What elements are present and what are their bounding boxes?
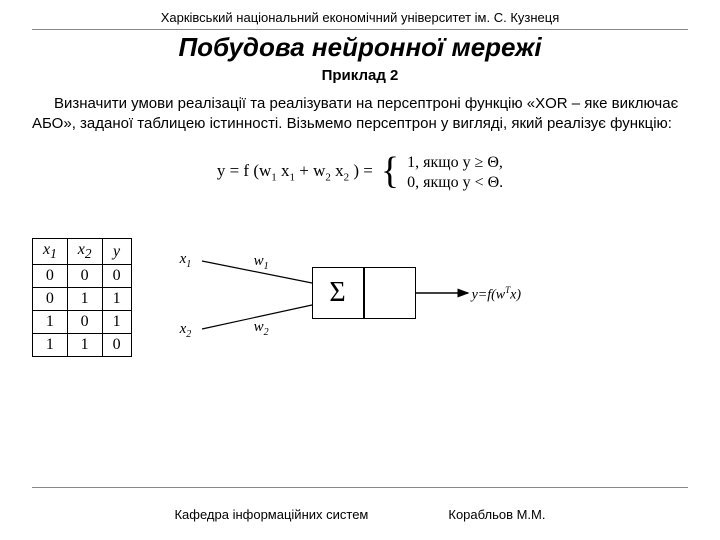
- top-divider: [32, 29, 688, 30]
- content-row: x1 x2 y 0 0 0 0 1 1 1 0: [0, 233, 720, 363]
- body-paragraph: Визначити умови реалізації та реалізуват…: [32, 94, 688, 135]
- label-x1: x1: [180, 251, 192, 270]
- footer-dept: Кафедра інформаційних систем: [174, 507, 368, 522]
- table-row: 1 0 1: [33, 311, 132, 334]
- label-w2: w2: [254, 319, 269, 338]
- truth-table: x1 x2 y 0 0 0 0 1 1 1 0: [32, 238, 132, 357]
- page-title: Побудова нейронної мережі: [0, 32, 720, 63]
- slide: Харківський національний економічний уні…: [0, 0, 720, 540]
- brace-icon: {: [381, 152, 399, 190]
- perceptron-diagram: x1 x2 w1 w2 Σ y=f(wTx): [172, 233, 552, 363]
- body-text: Визначити умови реалізації та реалізуват…: [32, 95, 678, 132]
- table-header-row: x1 x2 y: [33, 238, 132, 264]
- formula: y = f (w1 x1 + w2 x2 ) = { 1, якщо y ≥ Θ…: [217, 153, 503, 193]
- page-subtitle: Приклад 2: [0, 67, 720, 84]
- formula-block: y = f (w1 x1 + w2 x2 ) = { 1, якщо y ≥ Θ…: [0, 153, 720, 193]
- output-label: y=f(wTx): [472, 285, 521, 304]
- footer: Кафедра інформаційних систем Корабльов М…: [0, 507, 720, 522]
- sigma-icon: Σ: [329, 277, 345, 309]
- table-row: 0 0 0: [33, 265, 132, 288]
- footer-author: Корабльов М.М.: [448, 507, 545, 522]
- col-x1: x1: [33, 238, 68, 264]
- case-1: 1, якщо y ≥ Θ,: [407, 153, 503, 173]
- formula-lhs: y = f (w1 x1 + w2 x2 ) =: [217, 161, 373, 183]
- table-row: 0 1 1: [33, 288, 132, 311]
- sum-node: Σ: [312, 267, 364, 319]
- truth-table-body: 0 0 0 0 1 1 1 0 1 1 1 0: [33, 265, 132, 357]
- affiliation: Харківський національний економічний уні…: [0, 0, 720, 25]
- col-y: y: [102, 238, 131, 264]
- formula-cases: 1, якщо y ≥ Θ, 0, якщо y < Θ.: [407, 153, 503, 193]
- col-x2: x2: [67, 238, 102, 264]
- bottom-divider: [32, 487, 688, 488]
- table-row: 1 1 0: [33, 334, 132, 357]
- case-2: 0, якщо y < Θ.: [407, 173, 503, 193]
- label-w1: w1: [254, 253, 269, 272]
- label-x2: x2: [180, 321, 192, 340]
- step-node: [364, 267, 416, 319]
